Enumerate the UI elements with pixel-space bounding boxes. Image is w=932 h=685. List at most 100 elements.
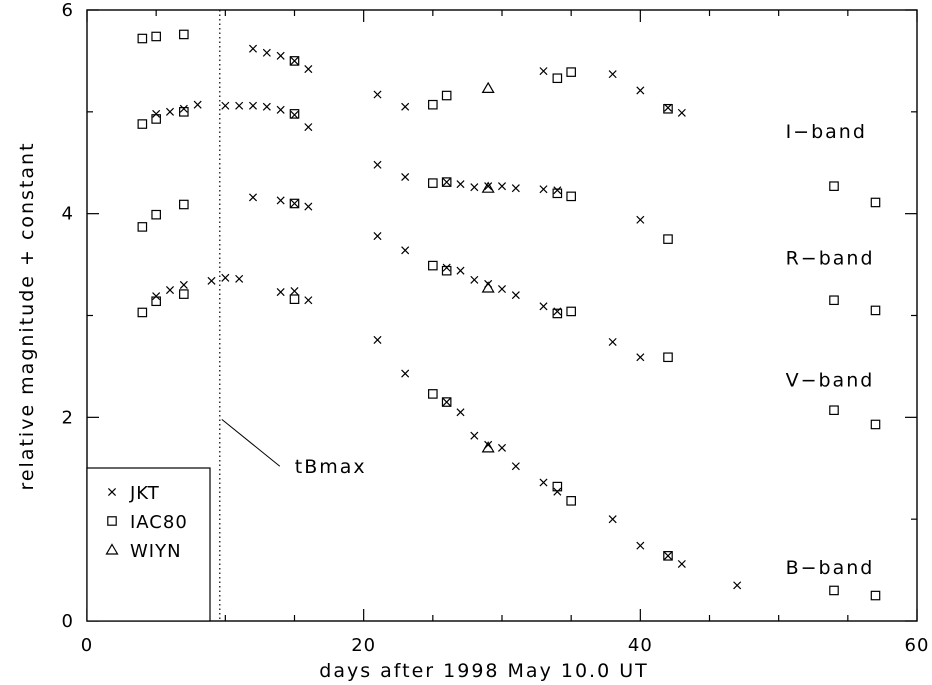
jkt-data-point [401, 102, 410, 111]
jkt-data-point [636, 215, 645, 224]
iac80-data-point [566, 306, 576, 317]
jkt-data-point [165, 107, 175, 116]
wiyn-data-point [481, 181, 495, 193]
legend-marker-iac80 [107, 516, 117, 526]
wiyn-data-point [481, 81, 495, 94]
iac80-data-point [428, 178, 438, 188]
iac80-data-point [566, 67, 576, 77]
iac80-data-point [441, 90, 452, 101]
tick-labels: 0 20 40 60 0 2 4 6 [62, 0, 929, 656]
jkt-data-point [221, 101, 230, 110]
iac80-data-point [552, 481, 563, 492]
plot-frame [86, 9, 918, 622]
iac80-data-point [428, 260, 438, 271]
jkt-data-point [152, 292, 161, 301]
jkt-data-point [179, 104, 188, 113]
jkt-data-point [276, 105, 285, 114]
iac80-data-point [179, 289, 189, 299]
jkt-data-point [733, 581, 742, 590]
tbmax-label: tBmax [295, 456, 367, 478]
jkt-data-point [442, 178, 451, 187]
iac80-data-point [552, 73, 563, 84]
x-tick-label: 0 [81, 635, 93, 656]
iac80-data-point [663, 352, 673, 363]
jkt-data-point [456, 266, 465, 275]
jkt-data-point [304, 123, 313, 132]
jkt-data-point [276, 51, 285, 60]
legend-label-jkt: JKT [129, 483, 160, 504]
jkt-data-point [442, 263, 451, 272]
data-points [137, 29, 881, 601]
iac80-data-point [663, 551, 673, 561]
jkt-data-point [401, 369, 410, 378]
x-axis-label: days after 1998 May 10.0 UT [319, 660, 648, 682]
iac80-data-point [829, 295, 839, 306]
jkt-data-point [290, 110, 299, 119]
legend-label-iac80: IAC80 [130, 512, 188, 533]
legend-marker-wiyn [105, 543, 119, 555]
iac80-data-point [829, 405, 839, 416]
legend-marker-jkt [107, 487, 117, 497]
jkt-data-point [248, 44, 258, 53]
jkt-data-point [636, 541, 645, 550]
iac80-data-point [179, 199, 189, 210]
jkt-data-point [484, 182, 493, 191]
iac80-data-point [151, 209, 161, 220]
iac80-data-point [829, 585, 839, 596]
jkt-data-point [677, 559, 686, 568]
jkt-data-point [290, 56, 299, 65]
jkt-data-point [207, 276, 216, 285]
iac80-data-point [870, 305, 881, 316]
iac80-data-point [289, 198, 300, 209]
jkt-data-point [608, 70, 617, 79]
y-tick-label: 2 [62, 407, 74, 428]
iac80-data-point [151, 31, 161, 42]
jkt-data-point [539, 67, 548, 76]
jkt-data-point [470, 275, 479, 284]
iac80-data-point [137, 119, 148, 129]
jkt-data-point [663, 551, 673, 560]
iac80-data-point [552, 188, 563, 199]
tbmax-pointer-line [221, 418, 281, 467]
y-tick-label: 6 [62, 0, 74, 21]
jkt-data-point [373, 90, 382, 99]
axis-ticks [86, 9, 918, 622]
jkt-data-point [235, 101, 244, 110]
jkt-data-point [511, 462, 520, 471]
jkt-data-point [539, 302, 548, 311]
x-tick-label: 40 [628, 635, 653, 656]
jkt-data-point [497, 182, 507, 191]
jkt-data-point [663, 103, 673, 112]
iac80-data-point [151, 114, 161, 124]
jkt-data-point [373, 335, 382, 344]
iac80-data-point [829, 181, 839, 191]
jkt-data-point [636, 353, 645, 362]
jkt-data-point [608, 515, 617, 524]
jkt-data-point [304, 296, 313, 305]
iac80-data-point [179, 107, 189, 117]
iac80-data-point [870, 197, 881, 208]
jkt-data-point [290, 287, 299, 296]
y-tick-label: 4 [62, 204, 74, 225]
jkt-data-point [539, 478, 548, 487]
iac80-data-point [663, 103, 673, 114]
band-label: B−band [786, 557, 875, 579]
iac80-data-point [870, 419, 881, 430]
iac80-data-point [428, 389, 438, 399]
iac80-data-point [151, 296, 161, 307]
band-label: I−band [786, 121, 867, 143]
band-label: V−band [786, 370, 875, 392]
jkt-data-point [179, 280, 188, 289]
iac80-data-point [137, 222, 148, 232]
jkt-data-point [608, 337, 617, 347]
jkt-data-point [511, 291, 520, 300]
jkt-data-point [456, 180, 465, 189]
band-label: R−band [786, 247, 875, 269]
iac80-data-point [566, 496, 576, 506]
wiyn-data-point [481, 281, 495, 293]
jkt-data-point [401, 246, 410, 255]
jkt-data-point [276, 196, 285, 205]
jkt-data-point [193, 100, 202, 109]
jkt-data-point [276, 288, 285, 297]
